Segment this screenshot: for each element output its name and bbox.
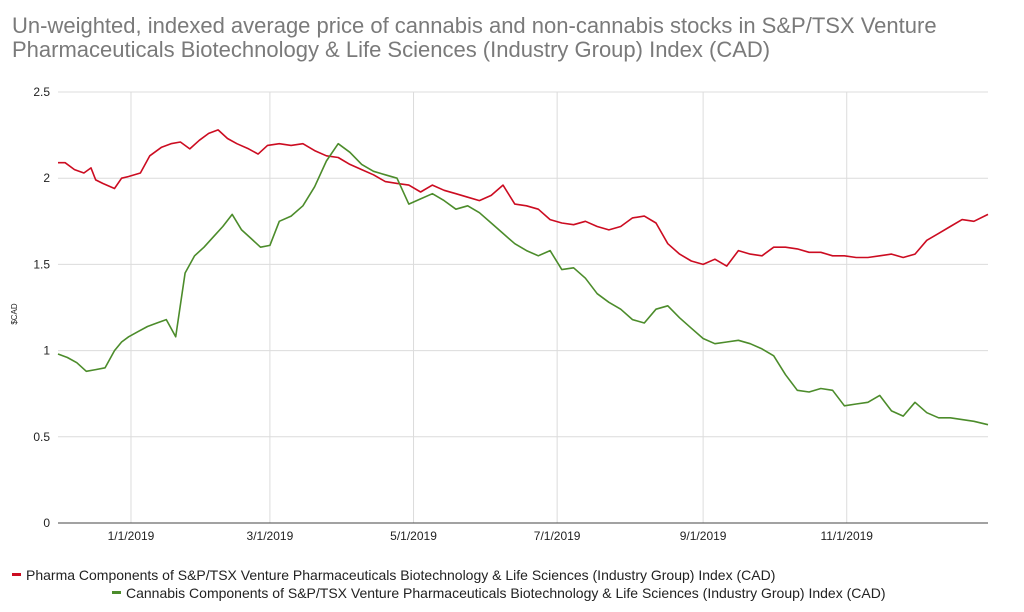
x-tick-label: 9/1/2019 bbox=[680, 529, 727, 543]
y-tick-label: 2 bbox=[43, 171, 50, 185]
x-tick-label: 3/1/2019 bbox=[247, 529, 294, 543]
gridlines bbox=[58, 91, 988, 524]
series-line-pharma[interactable] bbox=[58, 129, 989, 267]
series-lines bbox=[57, 129, 989, 426]
y-tick-label: 0 bbox=[43, 516, 50, 530]
y-tick-label: 0.5 bbox=[33, 430, 50, 444]
legend-item-pharma[interactable]: Pharma Components of S&P/TSX Venture Pha… bbox=[12, 566, 775, 584]
chart-title: Un-weighted, indexed average price of ca… bbox=[12, 13, 937, 62]
y-axis-label: $CAD bbox=[10, 303, 19, 325]
x-tick-label: 5/1/2019 bbox=[390, 529, 437, 543]
legend-swatch-cannabis bbox=[112, 590, 121, 594]
legend-label-pharma: Pharma Components of S&P/TSX Venture Pha… bbox=[26, 567, 776, 583]
x-tick-label: 7/1/2019 bbox=[534, 529, 581, 543]
legend-swatch-pharma bbox=[12, 572, 21, 576]
x-tick-label: 11/1/2019 bbox=[820, 529, 873, 543]
y-tick-label: 1.5 bbox=[33, 257, 50, 271]
y-tick-label: 1 bbox=[43, 344, 50, 358]
series-line-cannabis[interactable] bbox=[57, 142, 989, 426]
y-tick-label: 2.5 bbox=[33, 85, 50, 99]
x-tick-label: 1/1/2019 bbox=[108, 529, 155, 543]
legend-label-cannabis: Cannabis Components of S&P/TSX Venture P… bbox=[126, 585, 886, 601]
legend-item-cannabis[interactable]: Cannabis Components of S&P/TSX Venture P… bbox=[112, 584, 886, 602]
axes: 0 0.5 1 1.5 2 2.5 1/1/2019 3/1/2019 5/1/2019 7/1/… bbox=[33, 85, 988, 543]
